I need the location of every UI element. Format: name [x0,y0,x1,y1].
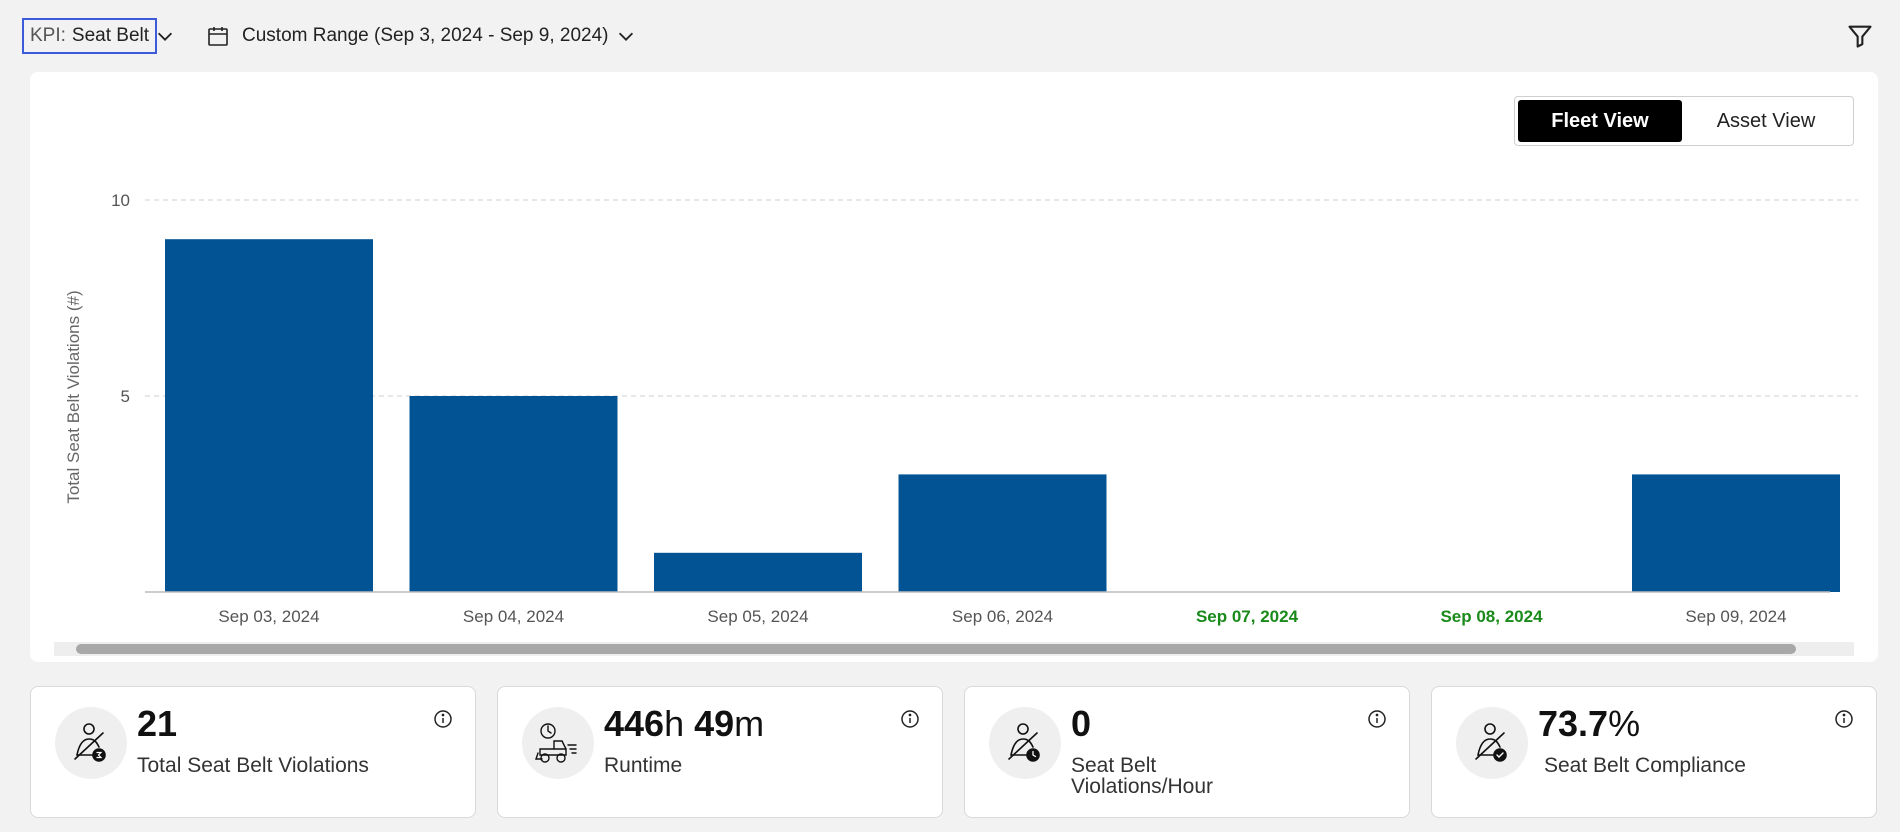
y-tick-label: 5 [121,387,130,406]
info-icon[interactable] [1367,709,1387,729]
kpi-label: Runtime [604,754,683,777]
y-tick-label: 10 [111,191,130,210]
kpi-label: Total Seat Belt Violations [137,754,369,777]
scrollbar-thumb[interactable] [76,644,1796,654]
bar [409,396,618,592]
fleet-view-button[interactable]: Fleet View [1518,100,1682,142]
kpi-value: 0 [1071,703,1092,744]
x-tick-label: Sep 05, 2024 [707,607,808,626]
kpi-card-runtime: 446h 49m Runtime [497,686,943,818]
date-range-picker[interactable]: Custom Range (Sep 3, 2024 - Sep 9, 2024) [206,20,637,52]
seatbelt-compliance-icon [1456,707,1528,779]
info-icon[interactable] [900,709,920,729]
x-tick-label: Sep 04, 2024 [463,607,564,626]
kpi-value: 73.7% [1538,703,1641,744]
chevron-down-icon [618,32,633,41]
kpi-card-violations-per-hour: 0 Seat Belt Violations/Hour [964,686,1410,818]
equipment-runtime-icon [522,707,594,779]
bar [654,552,862,592]
calendar-icon [208,27,228,46]
seatbelt-per-hour-icon [989,707,1061,779]
x-tick-label: Sep 08, 2024 [1440,607,1543,626]
chart-card: Fleet View Asset View Total Seat Belt Vi… [30,72,1878,662]
x-tick-label: Sep 07, 2024 [1196,607,1299,626]
filter-icon[interactable] [1846,22,1874,50]
kpi-card-total-violations: 21 Total Seat Belt Violations [30,686,476,818]
bar [165,239,373,592]
kpi-label: Seat Belt Violations/Hour [1071,754,1214,798]
chevron-down-icon[interactable] [154,25,176,47]
bar-chart: 5 10 Sep 03, 2024 Sep 04, 2024 Sep 05, 2024 S… [111,191,1858,626]
bar [898,474,1107,592]
kpi-selected-value: Seat Belt [71,25,150,46]
info-icon[interactable] [433,709,453,729]
toolbar: KPI: Seat Belt Custom Range (Sep 3, 2024… [0,0,1900,70]
x-tick-label: Sep 06, 2024 [952,607,1053,626]
kpi-label: Seat Belt Compliance [1544,754,1746,777]
bar [1632,474,1840,592]
kpi-value: 21 [137,703,178,744]
kpi-value: 446h 49m [604,703,765,744]
info-icon[interactable] [1834,709,1854,729]
kpi-selector[interactable]: KPI: Seat Belt [22,18,158,54]
horizontal-scrollbar[interactable] [54,642,1854,656]
asset-view-button[interactable]: Asset View [1716,109,1816,132]
seatbelt-total-icon [55,707,127,779]
x-tick-label: Sep 09, 2024 [1685,607,1786,626]
x-tick-label: Sep 03, 2024 [218,607,319,626]
kpi-card-compliance: 73.7% Seat Belt Compliance [1431,686,1877,818]
date-range-label: Custom Range (Sep 3, 2024 - Sep 9, 2024) [242,25,609,46]
kpi-prefix: KPI: [30,25,66,46]
view-toggle: Fleet View Asset View [1514,96,1854,146]
